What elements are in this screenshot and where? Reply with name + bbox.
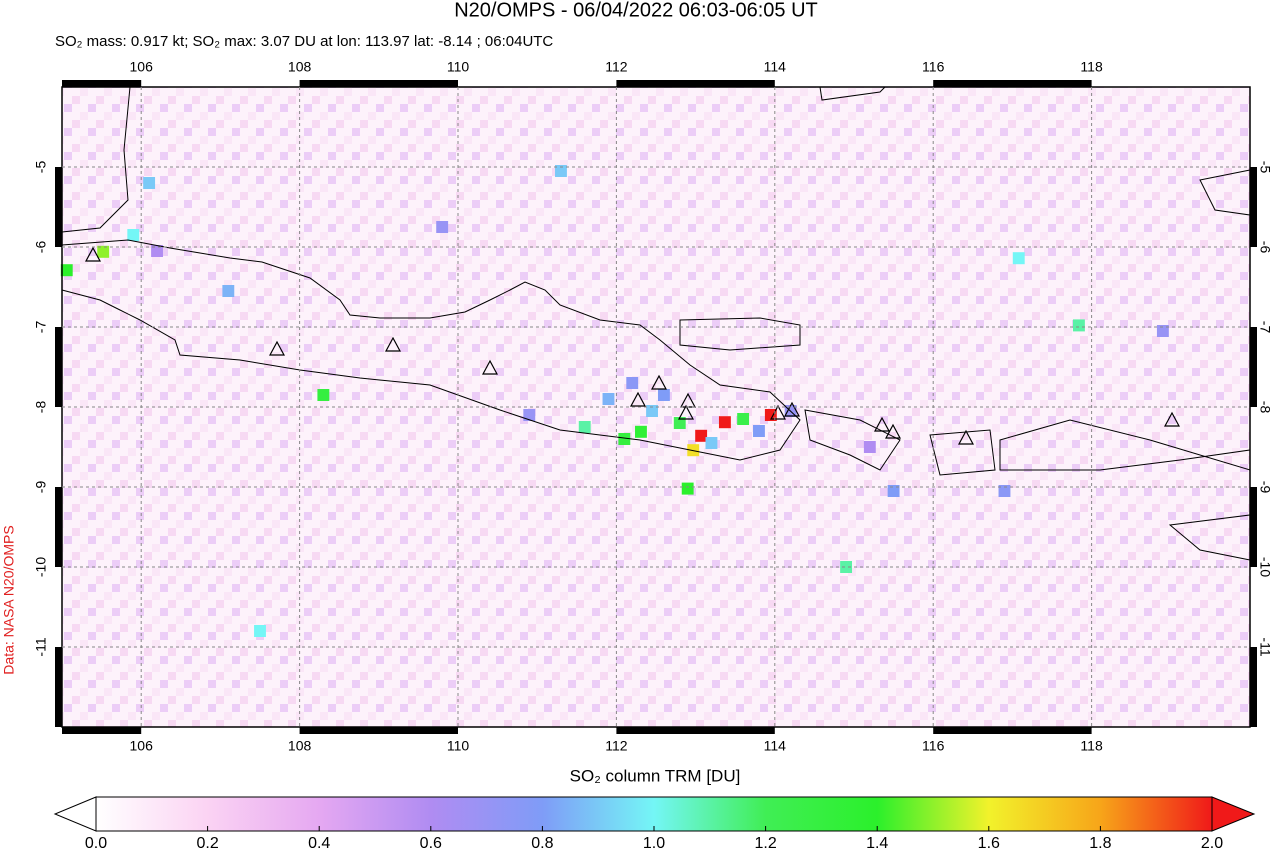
colorbar-tick-label: 1.0: [643, 835, 665, 852]
colorbar-tick-label: 0.0: [85, 835, 107, 852]
so2-pixel: [635, 425, 647, 438]
y-tick-label-left: -8: [33, 401, 49, 414]
x-tick-label-bottom: 110: [447, 738, 470, 754]
so2-pixel: [673, 417, 686, 429]
frame-bar: [616, 80, 775, 87]
so2-pixel: [602, 393, 615, 405]
so2-pixel: [523, 409, 536, 421]
x-tick-label-top: 114: [764, 59, 787, 75]
so2-pixel: [695, 429, 708, 442]
so2-pixel: [626, 377, 639, 389]
x-tick-label-bottom: 106: [130, 738, 154, 754]
x-tick-label-top: 108: [288, 59, 312, 75]
so2-pixel: [151, 245, 163, 257]
so2-pixel: [1072, 319, 1085, 332]
colorbar-tick-label: 0.2: [196, 835, 218, 852]
so2-pixel: [436, 221, 449, 233]
colorbar-over: [1211, 796, 1256, 832]
x-tick-label-bottom: 118: [1080, 738, 1103, 754]
frame-bar: [62, 80, 142, 87]
title: N20/OMPS - 06/04/2022 06:03-06:05 UT: [454, 0, 818, 21]
so2-pixel: [840, 561, 853, 573]
so2-pixel: [718, 416, 731, 429]
frame-bar: [55, 647, 62, 727]
frame-bar: [55, 487, 62, 567]
so2-pixel: [60, 264, 73, 277]
x-tick-label-bottom: 108: [288, 738, 312, 754]
colorbar-tick-label: 0.4: [308, 835, 330, 852]
frame-bar: [616, 727, 775, 734]
frame-bar: [55, 167, 62, 247]
so2-pixel: [143, 177, 156, 189]
y-tick-label-right: -7: [1257, 321, 1272, 334]
so2-pixel: [705, 437, 718, 449]
x-tick-label-top: 110: [447, 59, 470, 75]
frame-bar: [933, 80, 1092, 87]
y-tick-label-right: -6: [1257, 241, 1272, 254]
so2-pixel: [657, 389, 670, 401]
x-tick-label-top: 118: [1080, 59, 1103, 75]
so2-pixel: [646, 405, 658, 417]
colorbar-tick-label: 1.2: [754, 835, 776, 852]
so2-pixel: [555, 165, 567, 177]
frame-bar: [933, 727, 1092, 734]
so2-pixel: [97, 245, 110, 258]
y-tick-label-left: -11: [33, 637, 49, 656]
so2-pixel: [618, 433, 631, 445]
frame-bar: [55, 327, 62, 407]
so2-pixel: [127, 229, 140, 241]
colorbar-tick-label: 0.6: [420, 835, 442, 852]
x-tick-label-bottom: 114: [764, 738, 787, 754]
so2-pixel: [753, 425, 765, 437]
frame-bar: [1250, 327, 1257, 407]
volcanoes: [84, 246, 1181, 445]
so2-pixel: [578, 421, 591, 433]
so2-pixel: [887, 485, 900, 497]
so2-pixel: [737, 413, 750, 425]
credit: Data: NASA N20/OMPS: [1, 525, 17, 674]
y-tick-label-left: -9: [33, 481, 49, 494]
frame-bar: [1250, 167, 1257, 247]
x-tick-label-top: 116: [922, 59, 945, 75]
colorbar-tick-label: 2.0: [1201, 835, 1223, 852]
so2-pixel: [863, 441, 876, 453]
so2-pixel: [998, 485, 1011, 497]
so2-pixel: [222, 285, 235, 297]
y-tick-label-right: -9: [1257, 481, 1272, 494]
y-tick-label-right: -8: [1257, 401, 1272, 414]
colorbar-tick-label: 0.8: [531, 835, 553, 852]
y-tick-label-left: -6: [33, 241, 49, 254]
frame-bar: [62, 727, 142, 734]
frame-bar: [299, 80, 458, 87]
y-tick-label-left: -7: [33, 321, 49, 334]
y-tick-label-left: -10: [33, 557, 49, 577]
y-tick-label-right: -5: [1257, 161, 1272, 174]
frame-bar: [1250, 647, 1257, 727]
colorbar-under: [53, 796, 97, 832]
x-tick-label-bottom: 112: [605, 738, 628, 754]
colorbar-tick-label: 1.4: [866, 835, 888, 852]
frame-bar: [299, 727, 458, 734]
so2-pixel: [254, 625, 266, 637]
so2-pixel: [681, 482, 694, 495]
colorbar-tick-label: 1.8: [1089, 835, 1111, 852]
subtitle: SO₂ mass: 0.917 kt; SO₂ max: 3.07 DU at …: [55, 33, 553, 50]
colorbar-tick-label: 1.6: [978, 835, 1000, 852]
so2-pixel: [1012, 252, 1025, 265]
frame-bar: [1250, 487, 1257, 567]
x-tick-label-top: 112: [605, 59, 628, 75]
colorbar-label: SO₂ column TRM [DU]: [570, 766, 741, 785]
so2-pixel: [317, 389, 330, 401]
y-tick-label-left: -5: [33, 161, 49, 174]
x-tick-label-top: 106: [130, 59, 154, 75]
y-tick-label-right: -10: [1257, 557, 1272, 577]
x-tick-label-bottom: 116: [922, 738, 945, 754]
so2-pixel: [764, 409, 777, 421]
y-tick-label-right: -11: [1257, 637, 1272, 656]
so2-pixel: [1156, 325, 1169, 337]
colorbar: [95, 796, 1213, 832]
